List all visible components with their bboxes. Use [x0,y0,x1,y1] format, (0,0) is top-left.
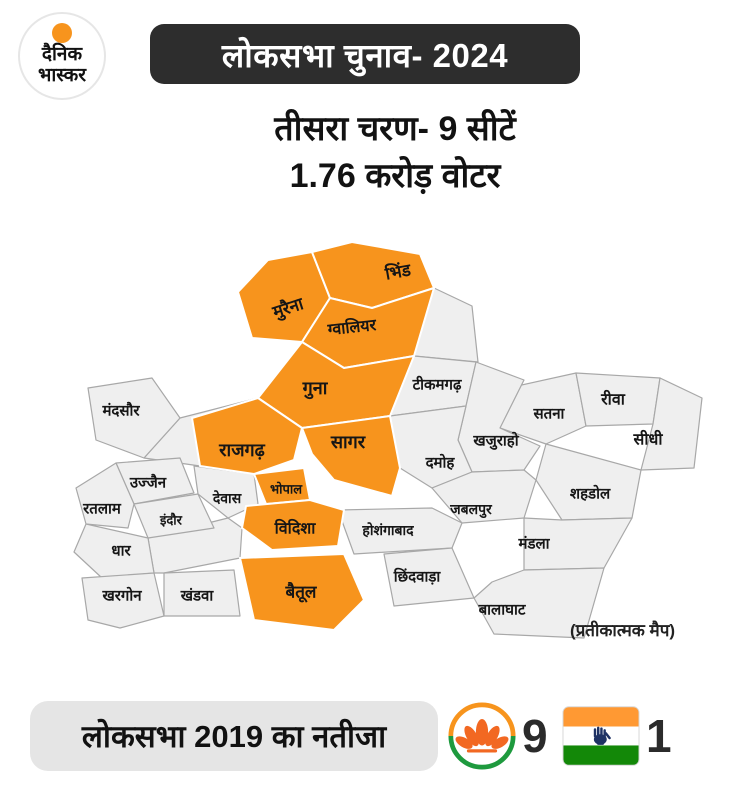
result-congress: 1 [562,705,676,767]
district-रतलाम [75,462,135,529]
district-दमोह [389,405,473,489]
congress-flag-icon [562,706,640,766]
district-label-छिंदवाड़ा: छिंदवाड़ा [393,568,442,586]
logo-text: दैनिक भास्कर [38,44,86,86]
district-label-होशंगाबाद: होशंगाबाद [361,522,414,538]
bjp-seat-count: 9 [522,710,548,762]
district-label-खरगोन: खरगोन [101,587,142,605]
logo-line-2: भास्कर [37,64,87,86]
district-छिंदवाड़ा [383,547,475,607]
dainik-bhaskar-logo: दैनिक भास्कर [18,12,106,100]
district-बैतूल [239,553,365,631]
subtitle: तीसरा चरण- 9 सीटें 1.76 करोड़ वोटर [60,106,730,200]
district-खंडवा [163,569,241,617]
district-इंदौर [133,493,215,539]
header-title: लोकसभा चुनाव- 2024 [150,24,580,84]
header-title-text: लोकसभा चुनाव- 2024 [221,36,509,74]
subtitle-line-2: 1.76 करोड़ वोटर [289,157,501,195]
district-विदिशा [241,499,345,551]
district-label-गुना: गुना [302,378,329,400]
district-label-भिंड: भिंड [383,259,413,283]
district-सीधी [640,377,703,471]
district-label-सीधी: सीधी [633,430,664,449]
district-सागर [301,415,401,497]
district-label-शहडोल: शहडोल [570,485,611,503]
district-label-सतना: सतना [533,406,566,423]
district-label-बालाघाट: बालाघाट [478,602,527,619]
district-label-इंदौर: इंदौर [159,513,183,528]
district-label-राजगढ़: राजगढ़ [218,440,266,460]
map-note: (प्रतीकात्मक मैप) [569,621,676,640]
district-label-खजुराहो: खजुराहो [472,432,519,451]
district-label-जबलपुर: जबलपुर [449,501,493,519]
district-label-विदिशा: विदिशा [274,519,317,538]
footer: लोकसभा 2019 का नतीजा 9 [0,696,730,776]
mp-districts-map: मंदसौर टीकमगढ़ सतना रीवा सीधी खजुराहो दमोह शहडो… [73,241,703,639]
district-label-मंडला: मंडला [517,536,550,553]
district-label-बैतूल: बैतूल [285,582,318,604]
district-label-सागर: सागर [330,432,366,452]
congress-seat-count: 1 [646,710,672,762]
result-bjp: 9 [448,702,552,770]
district-label-रतलाम: रतलाम [82,501,122,518]
district-label-भोपाल: भोपाल [270,482,303,497]
district-शहडोल [535,443,642,521]
district-राजगढ़ [191,397,303,475]
district-label-दमोह: दमोह [425,454,456,472]
subtitle-line-1: तीसरा चरण- 9 सीटें [274,110,516,148]
district-label-खंडवा: खंडवा [180,588,215,605]
district-label-देवास: देवास [212,490,242,506]
bjp-lotus-icon [448,702,516,770]
district-label-धार: धार [111,543,131,560]
district-label-उज्जैन: उज्जैन [129,474,167,492]
district-होशंगाबाद [337,507,463,555]
logo-line-1: दैनिक [41,43,83,65]
congress-hand-icon [593,726,611,745]
district-label-रीवा: रीवा [600,390,626,409]
district-खरगोन [81,572,165,629]
district-label-मंदसौर: मंदसौर [101,402,140,420]
logo-sun-icon [52,22,72,43]
footer-title: लोकसभा 2019 का नतीजा [30,701,438,771]
district-मंदसौर [87,377,181,459]
district-label-टीकमगढ़: टीकमगढ़ [412,376,462,394]
district-मंडला [523,517,633,571]
district-बालाघाट [473,567,605,639]
